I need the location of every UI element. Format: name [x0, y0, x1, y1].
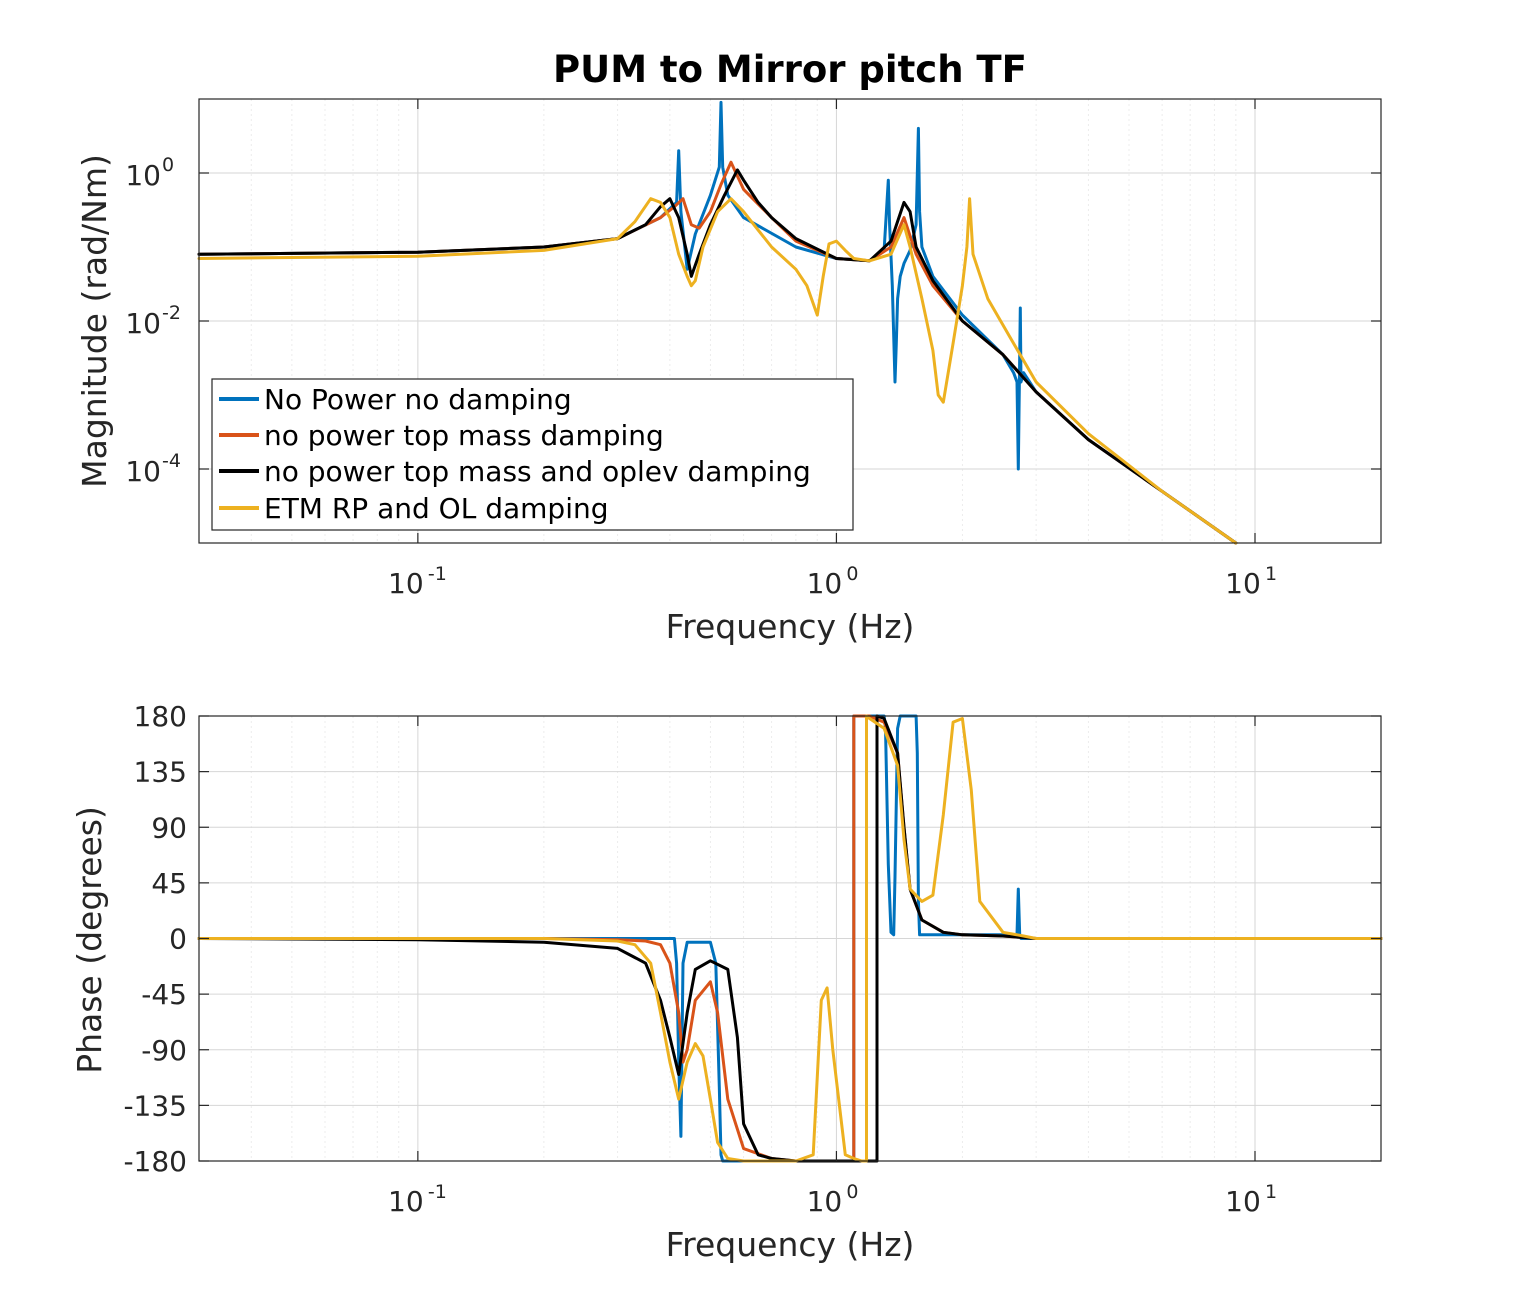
phase-ylabel: Phase (degrees) [70, 806, 109, 1074]
magnitude-xlabel: Frequency (Hz) [666, 607, 915, 646]
legend-box [211, 378, 854, 531]
legend-label-top-mass-damping: no power top mass damping [264, 419, 664, 452]
figure-title: PUM to Mirror pitch TF [553, 48, 1027, 91]
magnitude-ticks: 10 -1 10 0 10 110 010 -210 -4 [125, 99, 1381, 600]
y-tick-label: 135 [134, 756, 187, 789]
y-tick-label: -45 [141, 978, 187, 1011]
y-tick-label: 45 [151, 867, 187, 900]
magnitude-line-no-power-top-mass-and-oplev-damping [197, 168, 1238, 545]
legend-label-top-mass-oplev-damping: no power top mass and oplev damping [264, 455, 811, 488]
y-tick-label: -90 [141, 1034, 187, 1067]
x-tick-exponent: 1 [1265, 1181, 1277, 1203]
x-tick-label: 10 [388, 567, 424, 600]
magnitude-line-etm-rp-and-ol-damping [197, 197, 1238, 545]
y-tick-label: 10 [125, 455, 161, 488]
magnitude-series [197, 100, 1238, 545]
x-tick-label: 10 [807, 567, 843, 600]
x-tick-label: 10 [388, 1185, 424, 1218]
x-tick-exponent: 0 [846, 1181, 858, 1203]
x-tick-label: 10 [807, 1185, 843, 1218]
y-tick-label: 180 [134, 700, 187, 733]
x-tick-exponent: 1 [1265, 563, 1277, 585]
legend: No Power no damping no power top mass da… [211, 378, 854, 531]
y-tick-label: 10 [125, 307, 161, 340]
phase-grid [198, 716, 1382, 1161]
y-tick-exponent: -2 [162, 302, 181, 324]
y-tick-exponent: -4 [162, 450, 181, 472]
y-tick-label: -135 [123, 1089, 187, 1122]
y-tick-exponent: 0 [162, 154, 174, 176]
x-tick-exponent: 0 [846, 563, 858, 585]
magnitude-axes: 10 -1 10 0 10 110 010 -210 -4 Frequency (Hz) Mag… [75, 98, 1382, 646]
x-tick-label: 10 [1225, 567, 1261, 600]
y-tick-label: -180 [123, 1145, 187, 1178]
legend-label-etm-rp-ol-damping: ETM RP and OL damping [264, 492, 609, 525]
phase-xlabel: Frequency (Hz) [666, 1225, 915, 1264]
y-tick-label: 0 [169, 923, 187, 956]
x-tick-exponent: -1 [428, 1181, 447, 1203]
x-tick-exponent: -1 [428, 563, 447, 585]
x-tick-label: 10 [1225, 1185, 1261, 1218]
phase-line-etm-rp-and-ol-damping [197, 714, 1383, 1163]
y-tick-label: 10 [125, 159, 161, 192]
y-tick-label: 90 [151, 811, 187, 844]
legend-label-no-power-no-damping: No Power no damping [264, 383, 572, 416]
magnitude-ylabel: Magnitude (rad/Nm) [75, 154, 114, 488]
